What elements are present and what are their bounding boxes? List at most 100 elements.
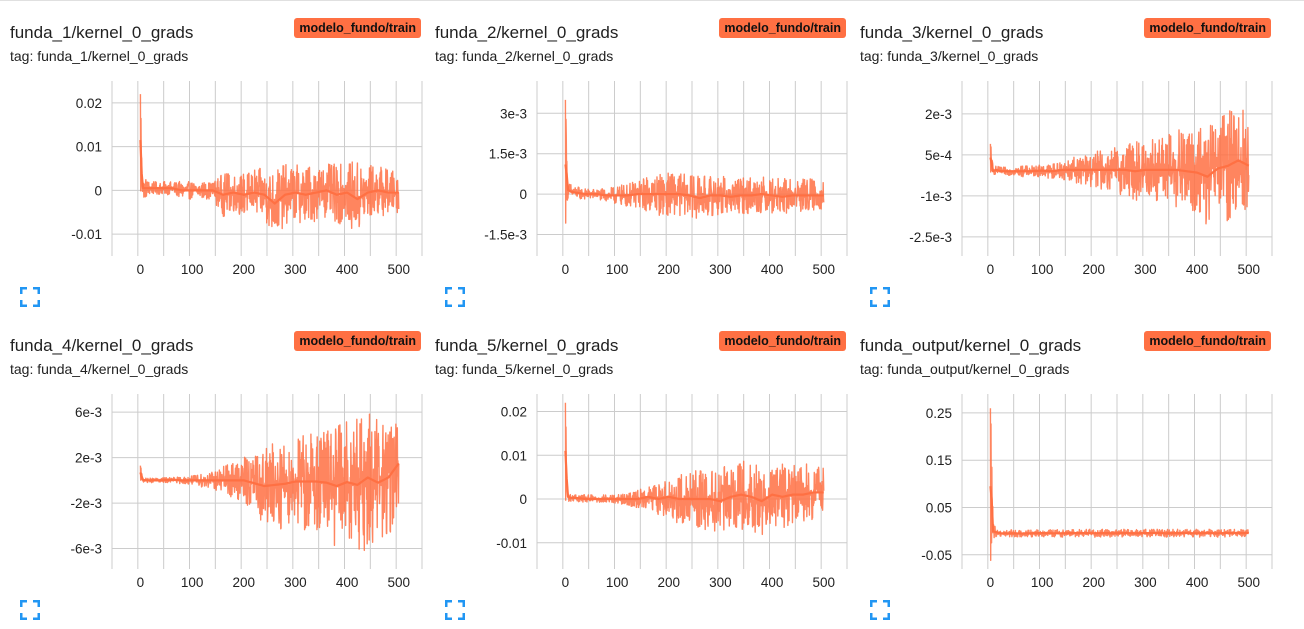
run-badge: modelo_fundo/train [1144, 18, 1271, 38]
run-badge: modelo_fundo/train [294, 331, 421, 351]
y-tick-label: 0.02 [76, 96, 102, 111]
card-title: funda_3/kernel_0_grads [860, 23, 1044, 42]
y-tick-label: -0.01 [496, 536, 527, 551]
series-line [139, 94, 400, 230]
chart-plot: 0.02 0.01 0 -0.01 0 100 200 300 400 500 [496, 394, 848, 590]
grid [111, 81, 423, 256]
fullscreen-icon-corner [869, 613, 877, 621]
fullscreen-icon-corner [33, 286, 41, 294]
y-tick-label: 0.01 [501, 448, 527, 463]
x-tick-label: 500 [387, 262, 410, 277]
series-smoothed-line [989, 486, 1249, 535]
x-tick-label: 100 [181, 262, 204, 277]
x-tick-label: 100 [181, 575, 204, 590]
x-tick-label: 200 [232, 575, 255, 590]
series-line [564, 402, 825, 536]
y-tick-label: 0.02 [501, 405, 527, 420]
fullscreen-icon-glyph [869, 599, 891, 621]
y-tick-label: 0.01 [76, 140, 102, 155]
card-tag: tag: funda_5/kernel_0_grads [435, 361, 614, 377]
run-badge: modelo_fundo/train [719, 331, 846, 351]
y-tick-label: 0.25 [926, 406, 952, 421]
fullscreen-icon-glyph [444, 599, 466, 621]
x-tick-label: 200 [657, 575, 680, 590]
grid [961, 81, 1273, 256]
fullscreen-icon-corner [883, 286, 891, 294]
series-line [989, 109, 1250, 225]
y-tick-label: 6e-3 [75, 405, 102, 420]
y-tick-label: -0.05 [921, 548, 952, 563]
series-smoothed-line [989, 157, 1250, 178]
y-tick-label: -0.01 [71, 227, 102, 242]
fullscreen-icon-corner [33, 613, 41, 621]
chart-plot: 0.02 0.01 0 -0.01 0 100 200 300 400 500 [71, 81, 423, 277]
fullscreen-icon-corner [883, 300, 891, 308]
chart-card: funda_1/kernel_0_grads tag: funda_1/kern… [0, 1, 425, 313]
x-tick-label: 300 [284, 262, 307, 277]
fullscreen-icon[interactable] [444, 286, 466, 308]
fullscreen-icon[interactable] [869, 286, 891, 308]
y-tick-label: 0 [519, 492, 527, 507]
chart-card: funda_4/kernel_0_grads tag: funda_4/kern… [0, 314, 425, 626]
x-tick-label: 200 [1082, 262, 1105, 277]
y-tick-label: -1e-3 [920, 189, 952, 204]
chart-plot: 2e-3 5e-4 -1e-3 -2.5e-3 0 100 200 300 400 500 [909, 81, 1273, 277]
y-tick-label: 0 [94, 183, 102, 198]
fullscreen-icon-corner [444, 613, 452, 621]
card-tag: tag: funda_3/kernel_0_grads [860, 48, 1039, 64]
x-tick-label: 300 [284, 575, 307, 590]
fullscreen-icon-corner [458, 613, 466, 621]
series-smoothed-line [139, 462, 400, 488]
x-tick-label: 200 [1082, 575, 1105, 590]
run-badge: modelo_fundo/train [294, 18, 421, 38]
chart-card: funda_2/kernel_0_grads tag: funda_2/kern… [425, 1, 850, 313]
series-smoothed-line [139, 140, 399, 205]
fullscreen-icon[interactable] [444, 599, 466, 621]
y-tick-label: 0.05 [926, 501, 952, 516]
series-line [564, 99, 825, 224]
y-tick-label: -6e-3 [70, 542, 102, 557]
fullscreen-icon-glyph [869, 286, 891, 308]
fullscreen-icon-corner [869, 286, 877, 294]
y-tick-label: -1.5e-3 [484, 227, 527, 242]
x-tick-label: 500 [1237, 575, 1260, 590]
chart-plot: 3e-3 1.5e-3 0 -1.5e-3 0 100 200 300 400 500 [484, 81, 848, 277]
x-tick-label: 0 [562, 262, 570, 277]
grid [536, 81, 848, 256]
x-tick-label: 400 [1186, 262, 1209, 277]
fullscreen-icon-corner [869, 300, 877, 308]
x-tick-label: 100 [1031, 575, 1054, 590]
fullscreen-icon-corner [883, 613, 891, 621]
run-badge: modelo_fundo/train [1144, 331, 1271, 351]
x-tick-label: 500 [812, 575, 835, 590]
x-tick-label: 100 [1031, 262, 1054, 277]
x-tick-label: 300 [1134, 575, 1157, 590]
x-tick-label: 0 [137, 575, 145, 590]
card-title: funda_4/kernel_0_grads [10, 336, 194, 355]
fullscreen-icon-corner [458, 599, 466, 607]
grid [536, 394, 848, 569]
fullscreen-icon-corner [883, 599, 891, 607]
fullscreen-icon-corner [19, 613, 27, 621]
card-tag: tag: funda_output/kernel_0_grads [860, 361, 1070, 377]
card-title: funda_output/kernel_0_grads [860, 336, 1082, 355]
x-tick-label: 200 [657, 262, 680, 277]
run-badge: modelo_fundo/train [719, 18, 846, 38]
card-tag: tag: funda_4/kernel_0_grads [10, 361, 189, 377]
x-tick-label: 500 [387, 575, 410, 590]
series-smoothed-line [564, 450, 824, 503]
fullscreen-icon-corner [444, 300, 452, 308]
y-tick-label: 0.15 [926, 453, 952, 468]
x-tick-label: 300 [709, 262, 732, 277]
fullscreen-icon[interactable] [869, 599, 891, 621]
x-tick-label: 400 [336, 262, 359, 277]
chart-plot: 6e-3 2e-3 -2e-3 -6e-3 0 100 200 300 400 500 [70, 394, 423, 590]
fullscreen-icon-corner [458, 300, 466, 308]
fullscreen-icon[interactable] [19, 599, 41, 621]
fullscreen-icon[interactable] [19, 286, 41, 308]
x-tick-label: 400 [761, 575, 784, 590]
x-tick-label: 200 [232, 262, 255, 277]
x-tick-label: 0 [562, 575, 570, 590]
series-smoothed-line [564, 164, 824, 200]
y-tick-label: 3e-3 [500, 106, 527, 121]
